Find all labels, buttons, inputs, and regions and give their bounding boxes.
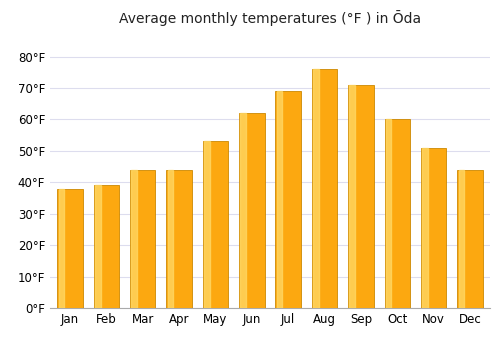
Bar	[58, 189, 82, 308]
Bar	[422, 148, 428, 308]
Bar	[348, 85, 374, 308]
Bar	[458, 170, 482, 308]
Bar	[95, 186, 100, 308]
Bar	[276, 91, 282, 308]
Bar	[313, 69, 318, 308]
Bar	[202, 141, 228, 308]
Bar	[384, 119, 410, 308]
Bar	[458, 170, 464, 308]
Bar	[204, 141, 210, 308]
Bar	[421, 148, 446, 308]
Bar	[239, 113, 264, 308]
Bar	[130, 170, 156, 308]
Title: Average monthly temperatures (°F ) in Ōda: Average monthly temperatures (°F ) in Ōd…	[119, 10, 421, 26]
Bar	[276, 91, 301, 308]
Bar	[168, 170, 173, 308]
Bar	[240, 113, 246, 308]
Bar	[132, 170, 137, 308]
Bar	[312, 69, 338, 308]
Bar	[166, 170, 192, 308]
Bar	[94, 186, 119, 308]
Bar	[350, 85, 355, 308]
Bar	[58, 189, 64, 308]
Bar	[386, 119, 392, 308]
